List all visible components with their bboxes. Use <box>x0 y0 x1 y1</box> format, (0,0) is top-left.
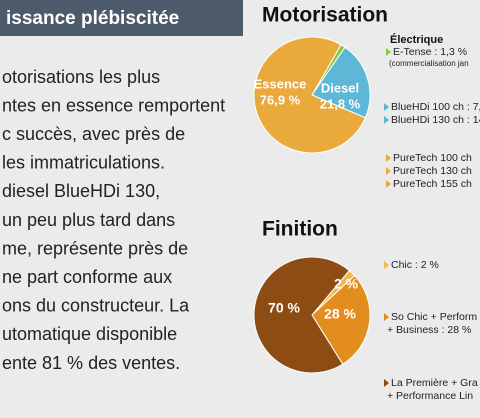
slice-label: Essence <box>254 76 307 91</box>
slice-value: 21,8 % <box>320 96 361 111</box>
annotation: (commercialisation jan <box>389 59 469 68</box>
pie-slice <box>253 256 350 374</box>
annotation-marker <box>384 103 389 111</box>
slice-value: 28 % <box>324 306 356 322</box>
legend-heading: Électrique <box>390 33 443 46</box>
article-line: me, représente près de <box>2 238 188 258</box>
annotation: Chic : 2 % <box>391 259 439 271</box>
annotation: La Première + Gra <box>391 377 478 389</box>
annotation: BlueHDi 130 ch : 14 <box>391 114 480 126</box>
pie-slice <box>253 36 366 154</box>
chart-title: Motorisation <box>262 4 388 27</box>
annotation: PureTech 100 ch <box>393 152 472 164</box>
annotation: E-Tense : 1,3 % <box>393 46 467 58</box>
article-line: les immatriculations. <box>2 153 165 173</box>
annotation-marker <box>384 379 389 387</box>
article-line: ne part conforme aux <box>2 267 172 287</box>
annotation: PureTech 130 ch <box>393 165 472 177</box>
article-line: utomatique disponible <box>2 324 177 344</box>
annotation-marker <box>386 48 391 56</box>
annotation: + Business : 28 % <box>387 324 471 336</box>
article-line: un peu plus tard dans <box>2 210 175 230</box>
heading: issance plébiscitée <box>6 8 179 29</box>
article-line: ntes en essence remportent <box>2 95 225 115</box>
annotation: PureTech 155 ch <box>393 178 472 190</box>
heading-bar <box>0 0 243 36</box>
slice-value: 76,9 % <box>260 92 301 107</box>
article-line: c succès, avec près de <box>2 124 185 144</box>
pie-slice <box>311 274 371 365</box>
annotation-marker <box>384 313 389 321</box>
slice-value: 70 % <box>268 300 300 316</box>
annotation: So Chic + Perform <box>391 311 477 323</box>
annotation-marker <box>386 180 391 188</box>
pie-slice <box>311 46 371 119</box>
annotation-marker <box>386 167 391 175</box>
annotation-marker <box>386 154 391 162</box>
article-line: diesel BlueHDi 130, <box>2 181 160 201</box>
annotation: + Performance Lin <box>387 390 473 402</box>
annotation: BlueHDi 100 ch : 7, <box>391 101 480 113</box>
article-line: ons du constructeur. La <box>2 296 190 316</box>
slice-label: Diesel <box>321 80 359 95</box>
slice-value: 2 % <box>334 276 359 292</box>
chart-title: Finition <box>262 218 338 241</box>
article-line: otorisations les plus <box>2 67 160 87</box>
annotation-marker <box>384 116 389 124</box>
annotation-marker <box>384 261 389 269</box>
article-line: ente 81 % des ventes. <box>2 353 180 373</box>
